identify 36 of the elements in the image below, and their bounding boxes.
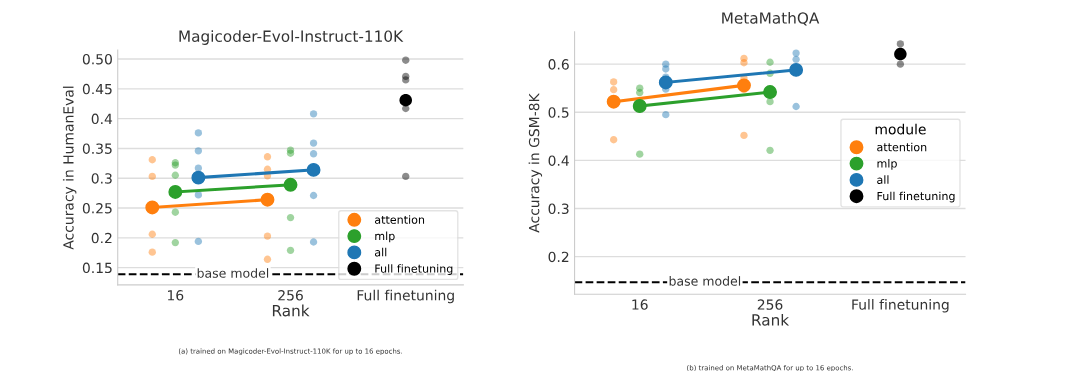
x-tick-label: 256 — [278, 290, 303, 301]
x-axis-title: Rank — [752, 313, 790, 326]
legend-label: mlp — [375, 231, 395, 243]
y-tick-label: 0.2 — [91, 232, 112, 244]
y-tick-label: 0.6 — [548, 59, 569, 70]
y-tick-label: 0.50 — [82, 53, 112, 65]
y-tick-label: 0.3 — [91, 173, 112, 184]
y-tick-label: 0.35 — [82, 143, 112, 154]
legend-title: module — [875, 123, 926, 135]
y-axis-title: Accuracy in GSM-8K — [528, 93, 543, 233]
y-tick-label: 0.4 — [548, 155, 569, 166]
x-tick-label: 256 — [757, 299, 783, 310]
ref-line-label: base model — [197, 268, 269, 278]
y-tick-label: 0.4 — [91, 113, 113, 125]
x-axis-title: Rank — [272, 304, 310, 317]
x-tick-label: 16 — [168, 290, 184, 301]
y-tick-label: 0.15 — [82, 262, 112, 274]
y-tick-label: 0.45 — [82, 83, 112, 95]
chart-title: Magicoder-Evol-Instruct-110K — [179, 30, 404, 45]
chart-title: MetaMathQA — [722, 11, 820, 26]
y-tick-label: 0.25 — [82, 203, 112, 214]
legend-label: Full finetuning — [375, 264, 453, 275]
legend-label: all — [877, 175, 889, 184]
legend-label: attention — [374, 215, 425, 224]
x-tick-label: Full finetuning — [852, 299, 949, 313]
x-tick-label: Full finetuning — [357, 289, 454, 304]
legend-label: mlp — [877, 159, 897, 170]
y-tick-label: 0.3 — [548, 203, 569, 215]
legend-label: all — [374, 247, 387, 257]
y-tick-label: 0.2 — [548, 251, 569, 263]
y-axis-title: Accuracy in HumanEval — [62, 86, 77, 250]
y-tick-label: 0.5 — [548, 107, 569, 118]
legend-label: Full finetuning — [877, 191, 955, 203]
x-tick-label: 16 — [632, 299, 648, 310]
ref-line-label: base model — [669, 276, 741, 286]
legend-label: attention — [877, 142, 927, 152]
